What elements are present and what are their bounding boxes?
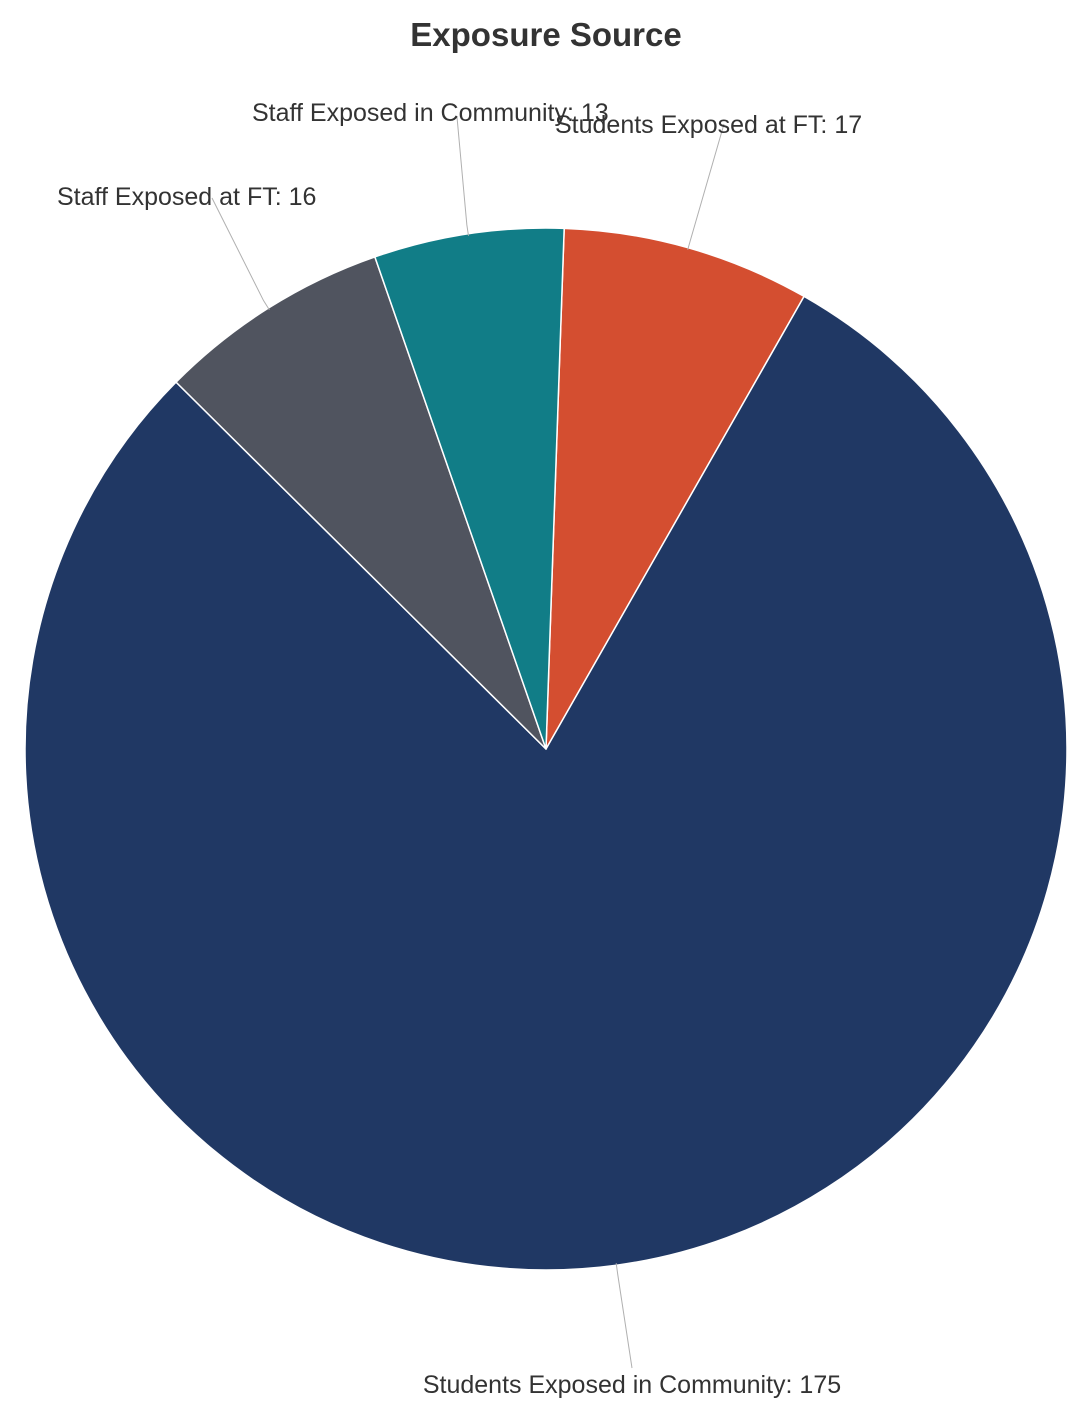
leader-lines-layer — [211, 116, 725, 1369]
leader-line-students-exposed-at-ft — [687, 123, 725, 250]
leader-line-students-exposed-in-community — [615, 1263, 633, 1369]
data-label-students-exposed-at-ft: Students Exposed at FT: 17 — [555, 111, 862, 139]
leader-line-staff-exposed-at-ft — [211, 197, 270, 311]
data-label-students-exposed-in-community: Students Exposed in Community: 175 — [423, 1371, 841, 1399]
data-label-staff-exposed-at-ft: Staff Exposed at FT: 16 — [57, 183, 316, 211]
data-label-staff-exposed-in-community: Staff Exposed in Community: 13 — [252, 99, 609, 127]
leader-line-staff-exposed-in-community — [456, 116, 469, 236]
labels-layer: Students Exposed at FT: 17 Students Expos… — [57, 99, 862, 1399]
chart-title: Exposure Source — [410, 16, 681, 53]
slices-layer — [24, 227, 1068, 1271]
